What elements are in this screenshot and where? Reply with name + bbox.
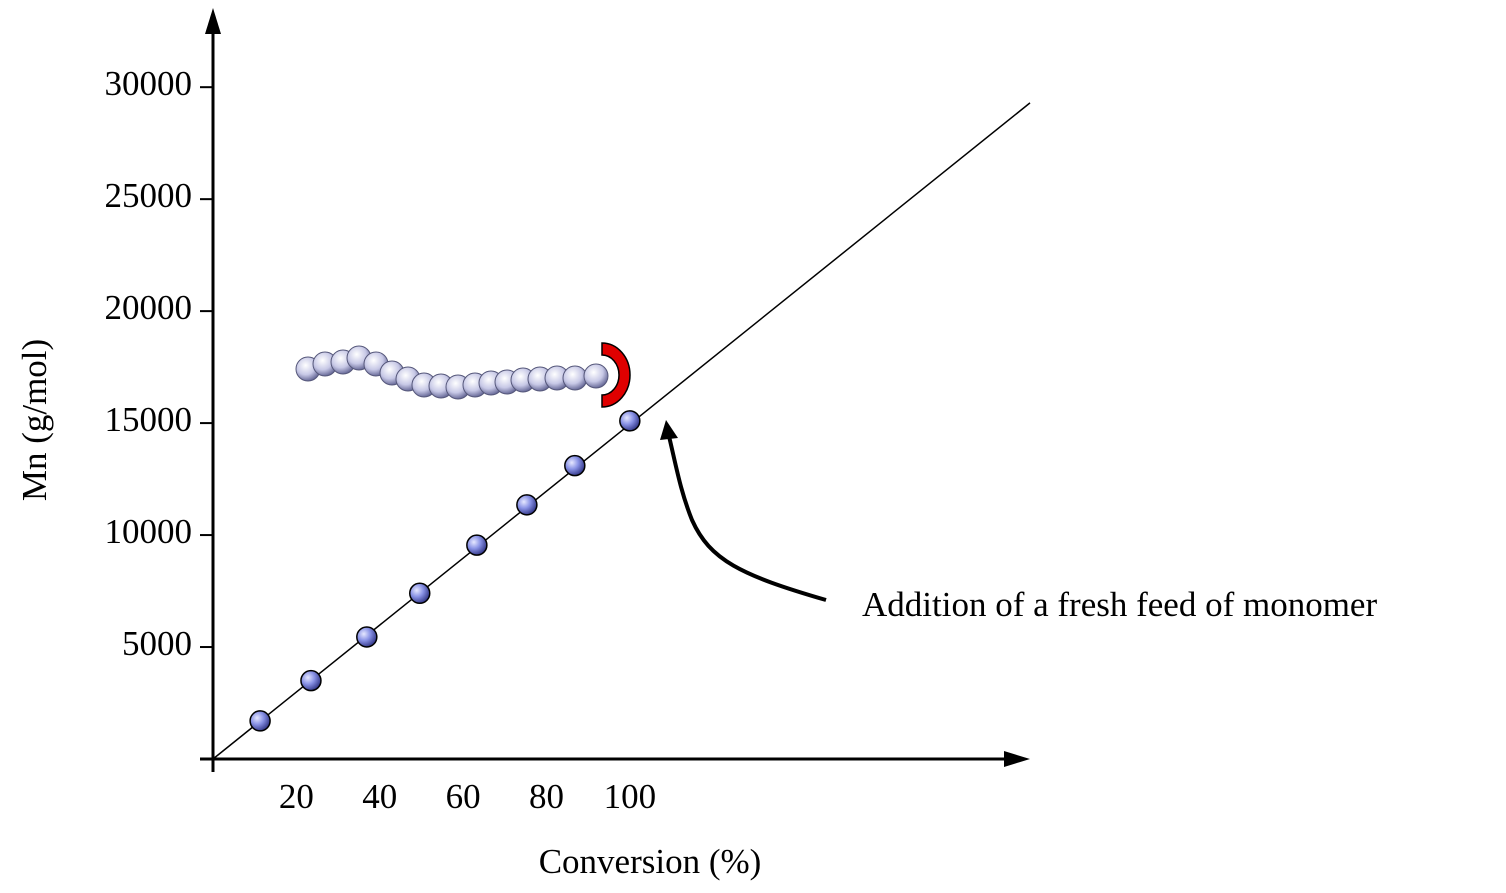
data-point bbox=[466, 534, 488, 556]
y-axis-arrow bbox=[205, 8, 221, 34]
trend-line bbox=[212, 102, 1031, 760]
annotation-arrowhead bbox=[660, 420, 678, 440]
annotation-arrow bbox=[666, 431, 827, 602]
y-tick-label: 30000 bbox=[105, 64, 193, 103]
x-tick-label: 80 bbox=[529, 777, 564, 816]
y-tick-label: 20000 bbox=[105, 288, 193, 327]
x-tick-label: 20 bbox=[279, 777, 314, 816]
data-point bbox=[619, 410, 641, 432]
y-tick-label: 5000 bbox=[122, 624, 192, 663]
chain-end-cap bbox=[601, 342, 631, 408]
data-point bbox=[516, 494, 538, 516]
y-tick-label: 15000 bbox=[105, 400, 193, 439]
x-tick-label: 40 bbox=[362, 777, 397, 816]
x-axis-arrow bbox=[1004, 751, 1030, 767]
polymer-chain bbox=[295, 345, 609, 400]
x-axis-title: Conversion (%) bbox=[539, 842, 762, 881]
y-tick-label: 10000 bbox=[105, 512, 193, 551]
chain-bead bbox=[583, 363, 609, 389]
chain-bead bbox=[562, 365, 588, 391]
data-point bbox=[249, 710, 271, 732]
y-axis-title: Mn (g/mol) bbox=[15, 339, 54, 501]
annotation: Addition of a fresh feed of monomer bbox=[862, 585, 1377, 624]
y-tick-label: 25000 bbox=[105, 176, 193, 215]
data-point bbox=[300, 669, 322, 692]
data-point bbox=[356, 626, 378, 648]
data-point bbox=[564, 454, 586, 477]
x-tick-label: 60 bbox=[446, 777, 481, 816]
data-point bbox=[409, 582, 431, 605]
x-tick-label: 100 bbox=[604, 777, 657, 816]
